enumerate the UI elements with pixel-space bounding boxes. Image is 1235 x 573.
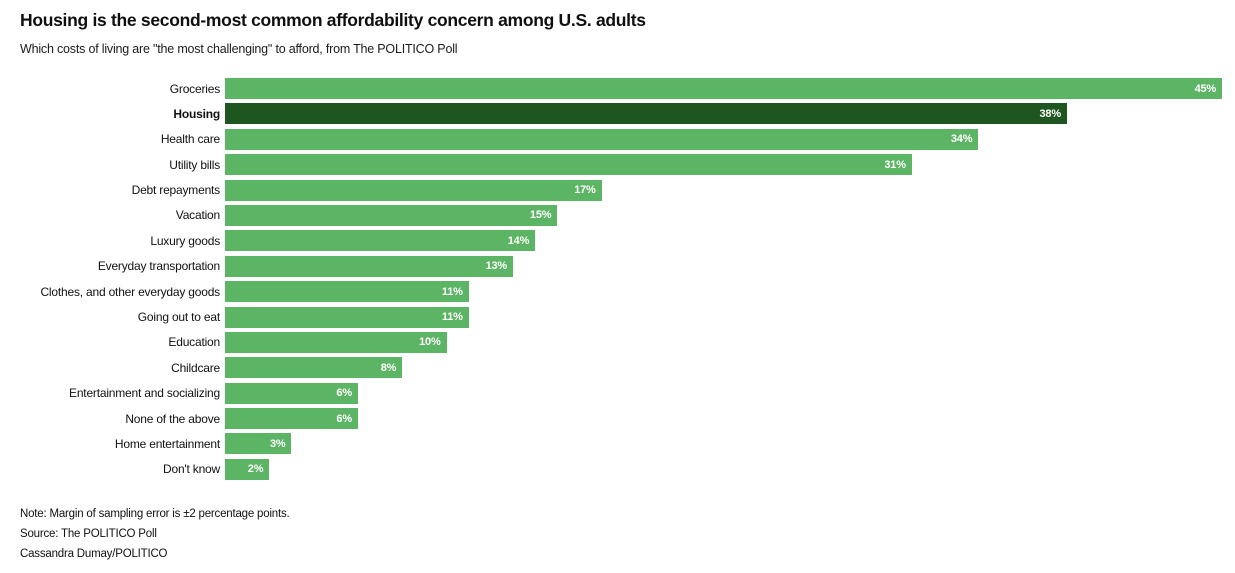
bar-track: 17% [225,179,1222,201]
category-label: Debt repayments [131,183,221,198]
bar-track: 8% [225,357,1222,379]
category-label: Vacation [175,208,220,223]
bar: 15% [225,204,558,226]
bar-track: 10% [225,331,1222,353]
bar: 45% [225,78,1222,99]
value-label: 31% [884,158,906,171]
bar: 2% [225,458,270,480]
bar-highlighted: 38% [225,103,1067,125]
category-label: Entertainment and socializing [69,386,220,401]
category-label: Utility bills [169,157,220,172]
bar: 6% [225,382,358,404]
category-label: Don't know [163,462,220,477]
bar: 10% [225,331,447,353]
bar-chart: Groceries 45% Housing 38% Health care 34% Util… [20,78,1222,480]
chart-footer: Note: Margin of sampling error is ±2 per… [20,504,1222,564]
bar: 31% [225,154,912,176]
value-label: 15% [529,209,552,222]
value-label: 10% [419,336,441,349]
chart-title: Housing is the second-most common afford… [20,10,646,30]
chart-row: Going out to eat 11% [20,306,1222,328]
value-label: 38% [1039,107,1061,120]
category-label: Going out to eat [137,310,220,325]
category-label: Housing [173,106,220,121]
bar-track: 6% [225,408,1222,430]
bar: 17% [225,179,602,201]
value-label: 6% [336,387,352,400]
chart-row: None of the above 6% [20,408,1222,430]
value-label: 17% [574,184,596,197]
bar-track: 11% [225,306,1222,328]
bar-track: 13% [225,255,1222,277]
bar-track: 6% [225,382,1222,404]
chart-row: Vacation 15% [20,204,1222,226]
bar-track: 45% [225,78,1222,99]
category-label: Everyday transportation [97,259,220,274]
bar: 3% [225,433,292,455]
category-label: None of the above [125,411,220,426]
value-label: 13% [485,260,508,273]
value-label: 3% [269,437,286,450]
value-label: 2% [247,463,264,476]
bar-track: 15% [225,204,1222,226]
value-label: 45% [1194,82,1217,95]
chart-row: Housing 38% [20,103,1222,125]
bar-track: 3% [225,433,1222,455]
bar-track: 31% [225,154,1222,176]
chart-row: Education 10% [20,331,1222,353]
chart-row: Entertainment and socializing 6% [20,382,1222,404]
value-label: 11% [441,311,463,324]
chart-row: Debt repayments 17% [20,179,1222,201]
category-label: Home entertainment [114,436,220,451]
footer-note: Note: Margin of sampling error is ±2 per… [20,507,290,520]
chart-row: Clothes, and other everyday goods 11% [20,281,1222,303]
category-label: Childcare [171,360,220,375]
value-label: 6% [336,412,352,425]
chart-row: Luxury goods 14% [20,230,1222,252]
bar: 8% [225,357,403,379]
chart-row: Utility bills 31% [20,154,1222,176]
chart-row: Childcare 8% [20,357,1222,379]
bar: 34% [225,128,979,150]
value-label: 11% [441,285,463,298]
chart-row: Don't know 2% [20,458,1222,480]
bar: 13% [225,255,514,277]
value-label: 34% [950,133,973,146]
bar: 11% [225,306,469,328]
bar-track: 2% [225,458,1222,480]
chart-row: Health care 34% [20,128,1222,150]
bar-track: 11% [225,281,1222,303]
category-label: Education [168,335,220,350]
value-label: 14% [507,234,530,247]
chart-row: Groceries 45% [20,78,1222,99]
category-label: Health care [160,132,220,147]
bar: 6% [225,408,358,430]
chart-subtitle: Which costs of living are "the most chal… [20,42,458,56]
footer-source: Source: The POLITICO Poll [20,527,157,540]
bar-track: 34% [225,128,1222,150]
value-label: 8% [380,361,397,374]
bar-track: 14% [225,230,1222,252]
footer-credit: Cassandra Dumay/POLITICO [20,547,168,560]
chart-row: Everyday transportation 13% [20,255,1222,277]
bar: 14% [225,230,536,252]
category-label: Groceries [169,81,220,96]
category-label: Luxury goods [150,233,220,248]
bar-track: 38% [225,103,1222,125]
chart-row: Home entertainment 3% [20,433,1222,455]
bar: 11% [225,281,469,303]
category-label: Clothes, and other everyday goods [40,284,220,299]
